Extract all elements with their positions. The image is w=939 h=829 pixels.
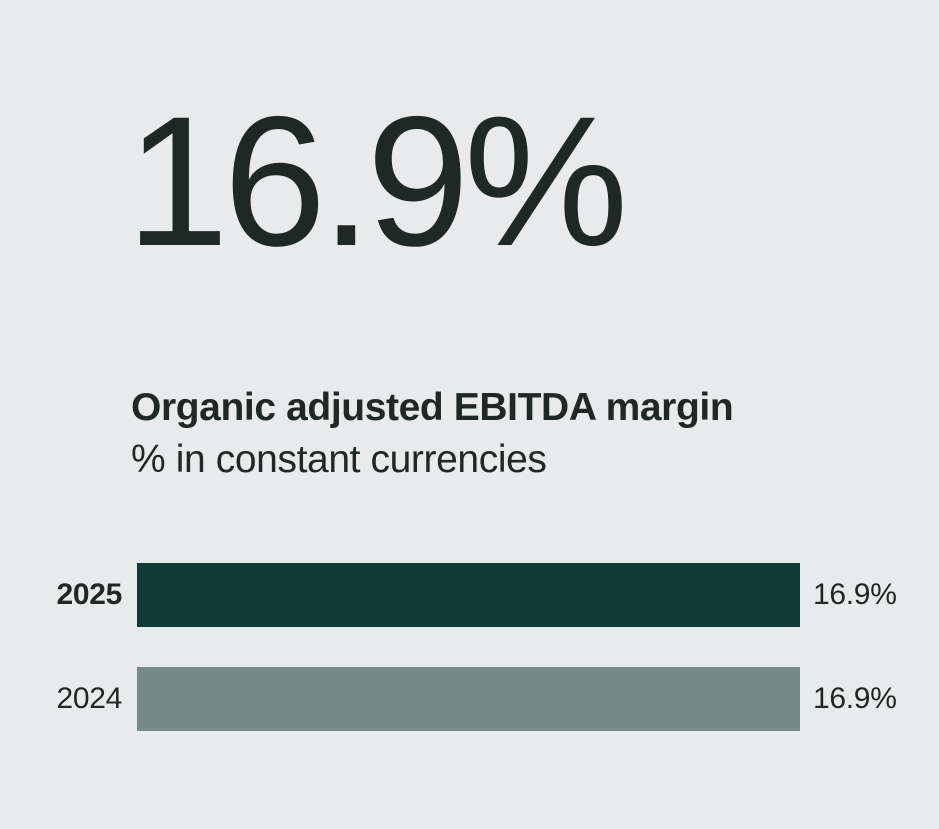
chart-title: Organic adjusted EBITDA margin xyxy=(131,386,734,429)
bar-row: 2024 16.9% xyxy=(0,667,939,731)
title-block: Organic adjusted EBITDA margin % in cons… xyxy=(131,382,734,486)
bar-value-label: 16.9% xyxy=(813,682,897,715)
bar-category-label: 2024 xyxy=(56,682,122,715)
chart-subtitle: % in constant currencies xyxy=(131,438,547,481)
headline-value: 16.9% xyxy=(126,79,628,285)
bar-value-label: 16.9% xyxy=(813,578,897,611)
bar-2024 xyxy=(137,667,800,731)
bar-2025 xyxy=(137,563,800,627)
bar-category-label: 2025 xyxy=(56,578,122,611)
bar-row: 2025 16.9% xyxy=(0,563,939,627)
bar-chart: 2025 16.9% 2024 16.9% xyxy=(0,563,939,731)
